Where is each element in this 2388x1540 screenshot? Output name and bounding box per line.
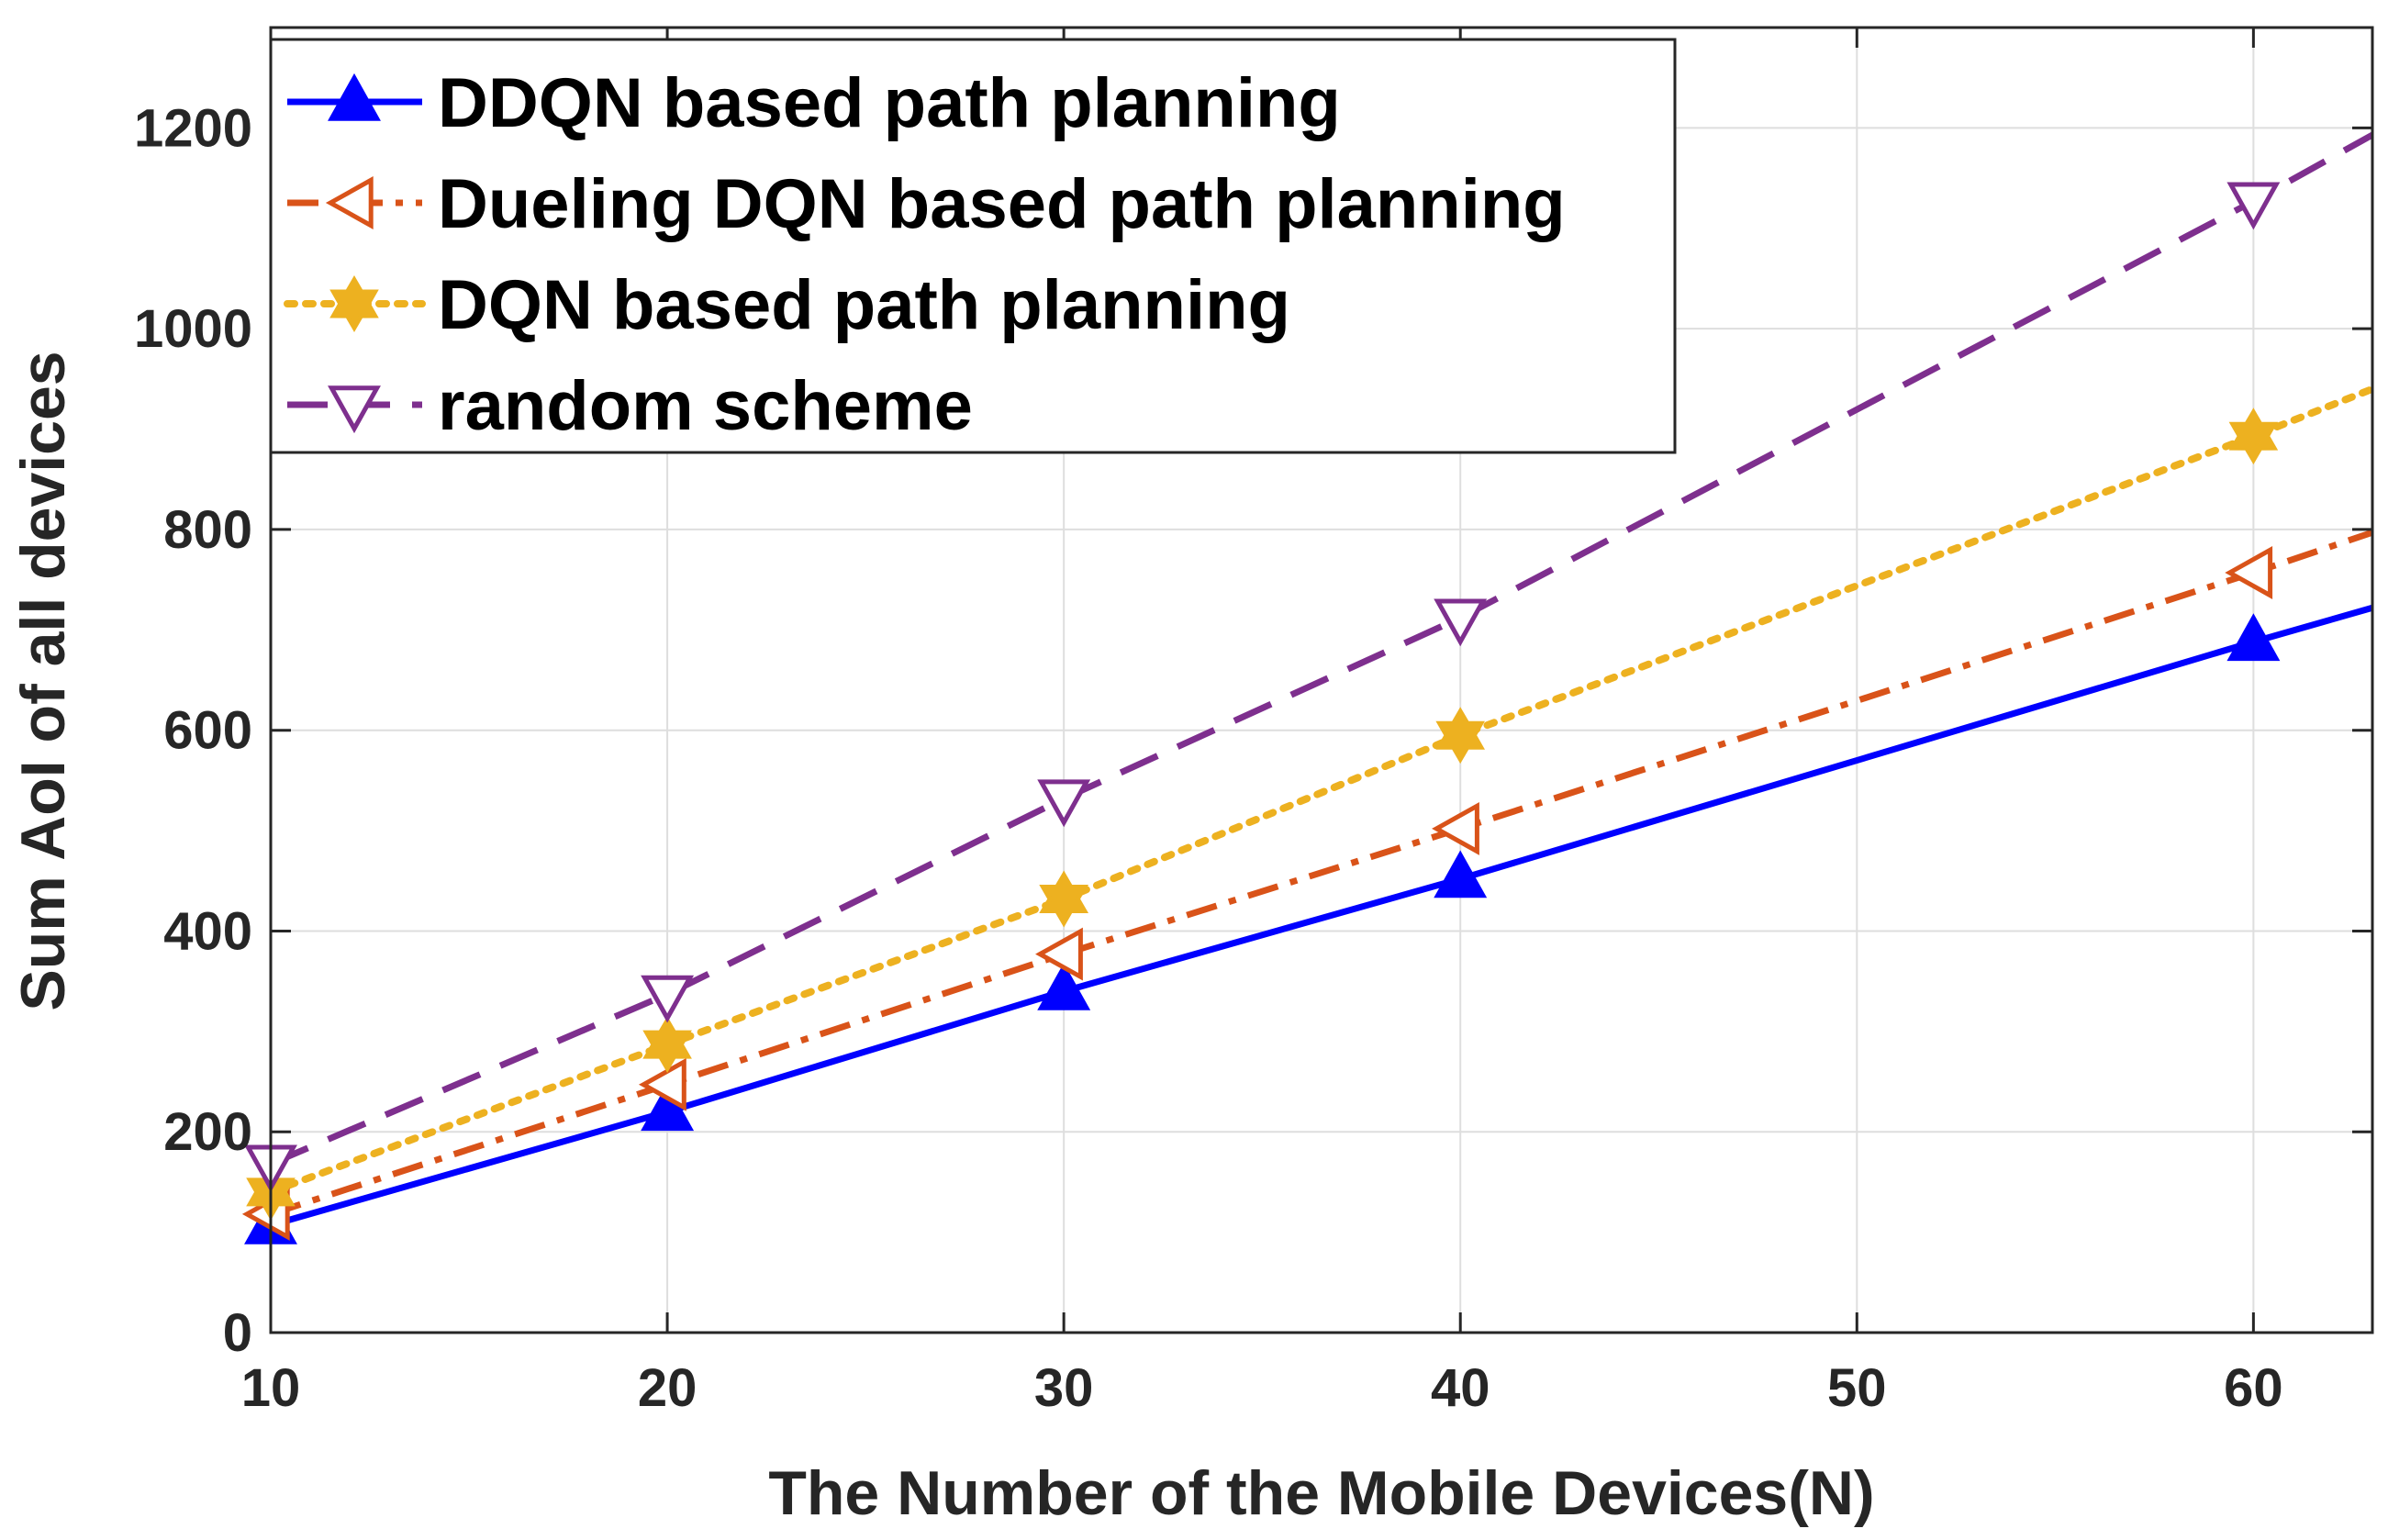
series-marker-0 — [1037, 962, 1091, 1010]
legend-marker-2 — [329, 275, 379, 332]
legend-marker-1 — [325, 176, 374, 229]
series-lines — [267, 131, 2376, 1229]
y-tick-label: 1000 — [134, 299, 252, 359]
series-marker-1 — [638, 1057, 686, 1111]
series-marker-2 — [1435, 707, 1485, 764]
series-marker-1 — [1432, 801, 1479, 855]
x-tick-label: 10 — [241, 1358, 301, 1418]
series-marker-0 — [1434, 850, 1488, 898]
x-tick-label: 60 — [2224, 1358, 2283, 1418]
series-line-3 — [269, 131, 2374, 1167]
y-tick-label: 0 — [223, 1303, 252, 1363]
x-tick-label: 30 — [1034, 1358, 1094, 1418]
x-tick-label: 50 — [1827, 1358, 1887, 1418]
legend-marker-0 — [328, 73, 381, 121]
legend-label-2: DQN based path planning — [438, 266, 1290, 344]
series-marker-0 — [641, 1083, 695, 1132]
series-marker-1 — [1035, 927, 1083, 981]
series-marker-2 — [642, 1016, 692, 1074]
series-marker-3 — [2226, 182, 2281, 230]
series-line-2 — [267, 385, 2376, 1196]
y-tick-label: 400 — [163, 901, 252, 961]
series-marker-2 — [2228, 407, 2279, 465]
x-axis-label: The Number of the Mobile Devices(N) — [768, 1458, 1874, 1528]
y-tick-label: 800 — [163, 500, 252, 560]
series-marker-0 — [2226, 613, 2281, 662]
plot-frame — [269, 26, 2374, 1334]
legend-label-1: Dueling DQN based path planning — [438, 165, 1566, 243]
series-marker-3 — [1037, 779, 1091, 828]
legend-label-3: random scheme — [438, 367, 973, 445]
y-tick-label: 1200 — [134, 98, 252, 158]
series-line-1 — [269, 529, 2374, 1218]
x-tick-label: 40 — [1431, 1358, 1490, 1418]
series-marker-1 — [2225, 546, 2273, 599]
y-axis-label: Sum AoI of all devices — [8, 351, 78, 1010]
y-tick-label: 600 — [163, 701, 252, 761]
series-marker-3 — [641, 975, 695, 1023]
series-line-0 — [270, 604, 2373, 1229]
legend-label-0: DDQN based path planning — [438, 64, 1341, 142]
series-marker-2 — [1039, 870, 1089, 928]
x-tick-label: 20 — [638, 1358, 697, 1418]
series-marker-3 — [1434, 598, 1488, 647]
legend-box — [269, 38, 1677, 454]
y-tick-label: 200 — [163, 1102, 252, 1162]
legend-marker-3 — [328, 385, 381, 434]
legend: DDQN based path planning Dueling DQN base… — [269, 38, 1677, 454]
